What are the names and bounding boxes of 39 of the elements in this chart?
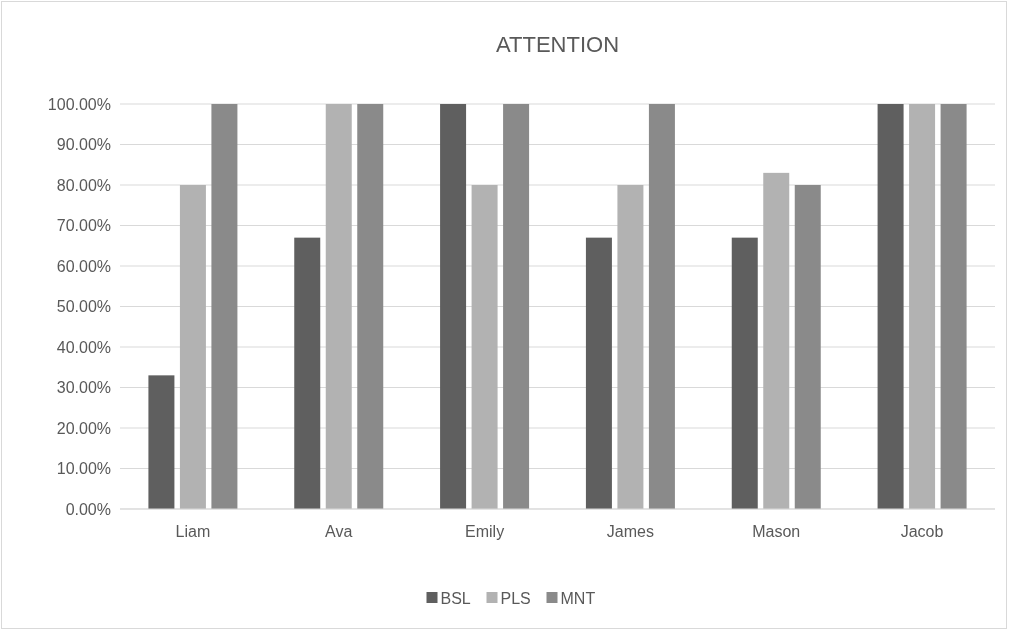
y-tick-label: 100.00% xyxy=(47,95,111,113)
legend-label: PLS xyxy=(500,589,531,607)
x-tick-label: Emily xyxy=(465,523,505,540)
bar xyxy=(909,104,936,509)
legend-label: BSL xyxy=(440,589,471,607)
y-tick-label: 70.00% xyxy=(56,217,111,235)
y-tick-label: 30.00% xyxy=(56,379,111,397)
legend-label: MNT xyxy=(560,589,596,607)
bar xyxy=(148,375,175,509)
bar xyxy=(471,185,498,509)
x-tick-label: Jacob xyxy=(900,523,944,540)
y-tick-label: 20.00% xyxy=(56,419,111,437)
bar xyxy=(877,104,904,509)
y-tick-label: 50.00% xyxy=(56,298,111,316)
y-tick-label: 80.00% xyxy=(56,176,111,194)
y-tick-label: 40.00% xyxy=(56,338,111,356)
bar xyxy=(794,185,821,509)
bar xyxy=(325,104,352,509)
bar xyxy=(179,185,206,509)
bar xyxy=(440,104,467,509)
bar xyxy=(211,104,238,509)
bar xyxy=(585,237,612,509)
chart-title: ATTENTION xyxy=(495,32,620,57)
x-tick-label: Mason xyxy=(752,523,801,540)
bar xyxy=(940,104,967,509)
bar xyxy=(731,237,758,509)
x-tick-label: Liam xyxy=(175,523,211,540)
y-tick-label: 60.00% xyxy=(56,257,111,275)
x-tick-label: Ava xyxy=(325,523,353,540)
x-tick-label: James xyxy=(606,523,654,540)
y-tick-label: 10.00% xyxy=(56,460,111,478)
bar xyxy=(763,172,790,509)
bar xyxy=(294,237,321,509)
bar xyxy=(648,104,675,509)
y-tick-label: 90.00% xyxy=(56,136,111,154)
bar xyxy=(617,185,644,509)
bar xyxy=(503,104,530,509)
bar xyxy=(357,104,384,509)
y-tick-label: 0.00% xyxy=(65,500,111,518)
